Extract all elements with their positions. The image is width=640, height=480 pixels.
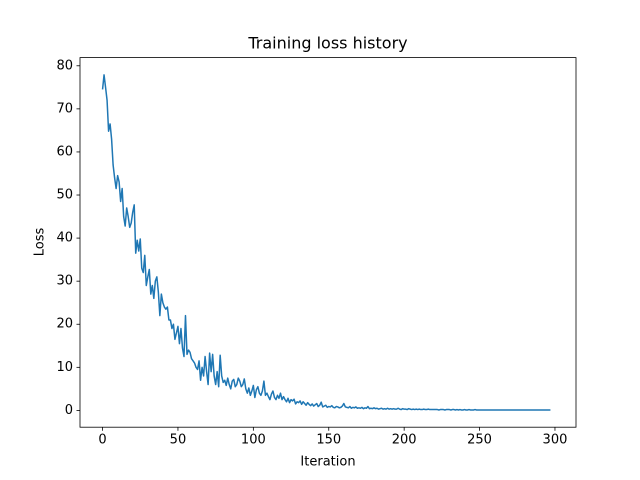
chart-title: Training loss history — [247, 34, 407, 53]
y-tick-label: 20 — [56, 317, 73, 332]
x-tick-label: 150 — [316, 433, 341, 448]
y-axis-label: Loss — [33, 228, 48, 257]
loss-line — [101, 74, 551, 411]
y-tick-label: 80 — [56, 58, 73, 73]
y-tick-label: 40 — [56, 231, 73, 246]
x-axis-label: Iteration — [300, 455, 355, 470]
y-tick-label: 10 — [56, 360, 73, 375]
x-tick-label: 300 — [543, 433, 568, 448]
y-tick-label: 0 — [65, 403, 73, 418]
y-tick-label: 30 — [56, 274, 73, 289]
x-tick-label: 200 — [392, 433, 417, 448]
x-tick-label: 250 — [467, 433, 492, 448]
y-tick-label: 50 — [56, 188, 73, 203]
x-tick-label: 50 — [170, 433, 187, 448]
y-tick-label: 60 — [56, 144, 73, 159]
x-tick-label: 100 — [241, 433, 266, 448]
plot-frame — [79, 57, 577, 428]
x-tick-label: 0 — [98, 433, 106, 448]
y-tick-label: 70 — [56, 101, 73, 116]
